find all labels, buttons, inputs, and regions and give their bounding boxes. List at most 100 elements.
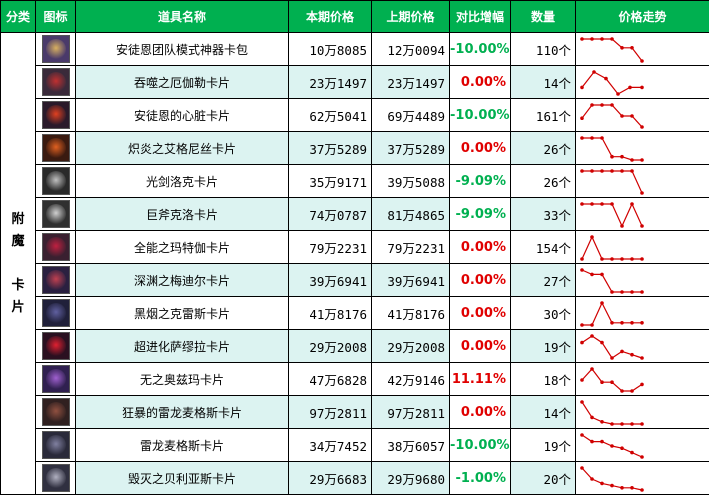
trend-sparkline bbox=[580, 102, 644, 129]
trend-cell bbox=[575, 32, 709, 66]
current-price: 79万2231 bbox=[288, 230, 372, 264]
trend-point bbox=[590, 201, 594, 206]
trend-point bbox=[610, 256, 614, 261]
trend-cell bbox=[575, 98, 709, 132]
table-row: 深渊之梅迪尔卡片 39万6941 39万6941 0.00% 27个 bbox=[1, 263, 709, 297]
card-icon bbox=[41, 200, 70, 228]
trend-point bbox=[600, 419, 604, 424]
category-cell: 附 魔 卡 片 bbox=[0, 32, 36, 495]
trend-point bbox=[630, 113, 634, 118]
trend-point bbox=[592, 69, 596, 74]
trend-point bbox=[600, 340, 604, 344]
previous-price: 23万1497 bbox=[371, 65, 450, 99]
trend-cell bbox=[575, 329, 709, 363]
table-row: 光剑洛克卡片 35万9171 39万5088 -9.09% 26个 bbox=[1, 164, 709, 198]
trend-line bbox=[582, 37, 643, 61]
current-price: 29万6683 bbox=[288, 461, 372, 495]
trend-point bbox=[640, 320, 644, 325]
current-price: 74万0787 bbox=[288, 197, 372, 231]
trend-point bbox=[630, 157, 634, 162]
quantity: 154个 bbox=[510, 230, 576, 264]
trend-point bbox=[620, 45, 624, 50]
trend-line bbox=[582, 202, 643, 227]
trend-sparkline bbox=[580, 168, 644, 195]
trend-point bbox=[630, 168, 634, 173]
table-row: 黑烟之克雷斯卡片 41万8176 41万8176 0.00% 30个 bbox=[1, 296, 709, 330]
previous-price: 42万9146 bbox=[371, 362, 450, 396]
trend-sparkline bbox=[580, 432, 644, 459]
price-change: 0.00% bbox=[449, 230, 511, 264]
price-change: 0.00% bbox=[449, 395, 511, 429]
trend-point bbox=[620, 113, 624, 118]
trend-point bbox=[640, 454, 644, 459]
previous-price: 37万5289 bbox=[371, 131, 450, 165]
item-name: 雷龙麦格斯卡片 bbox=[75, 428, 289, 462]
trend-line bbox=[581, 401, 642, 425]
trend-sparkline bbox=[580, 69, 644, 96]
current-price: 23万1497 bbox=[288, 65, 372, 99]
trend-sparkline bbox=[580, 465, 644, 492]
trend-point bbox=[640, 289, 644, 294]
quantity: 27个 bbox=[510, 263, 576, 297]
price-change: -9.09% bbox=[449, 197, 511, 231]
trend-cell bbox=[575, 263, 709, 297]
trend-line bbox=[581, 367, 643, 392]
header-category: 分类 bbox=[0, 0, 36, 33]
trend-point bbox=[600, 300, 604, 305]
trend-point bbox=[630, 450, 634, 454]
current-price: 39万6941 bbox=[288, 263, 372, 297]
price-change: 0.00% bbox=[449, 296, 511, 330]
header-previous-price: 上期价格 bbox=[371, 0, 450, 33]
previous-price: 29万9680 bbox=[371, 461, 450, 495]
trend-point bbox=[628, 85, 632, 89]
current-price: 29万2008 bbox=[288, 329, 372, 363]
item-name: 全能之玛特伽卡片 bbox=[75, 230, 289, 264]
table-row: 安徒恩的心脏卡片 62万5041 69万4489 -10.00% 161个 bbox=[1, 98, 709, 132]
trend-point bbox=[620, 289, 624, 294]
card-icon bbox=[41, 299, 70, 327]
trend-point bbox=[590, 333, 594, 338]
trend-point bbox=[630, 388, 634, 393]
trend-point bbox=[590, 366, 594, 371]
trend-point bbox=[590, 439, 594, 443]
trend-point bbox=[620, 168, 624, 173]
previous-price: 97万2811 bbox=[371, 395, 450, 429]
price-change: -1.00% bbox=[449, 461, 511, 495]
previous-price: 38万6057 bbox=[371, 428, 450, 462]
price-change: -9.09% bbox=[449, 164, 511, 198]
current-price: 97万2811 bbox=[288, 395, 372, 429]
trend-sparkline bbox=[580, 201, 644, 228]
trend-point bbox=[580, 432, 584, 437]
trend-point bbox=[620, 223, 624, 228]
trend-cell bbox=[575, 164, 709, 198]
current-price: 37万5289 bbox=[288, 131, 372, 165]
trend-point bbox=[580, 340, 584, 344]
trend-cell bbox=[575, 395, 709, 429]
card-icon bbox=[41, 134, 70, 162]
trend-point bbox=[630, 320, 634, 325]
trend-point bbox=[580, 135, 584, 140]
trend-point bbox=[580, 399, 584, 404]
trend-point bbox=[600, 102, 604, 107]
trend-point bbox=[640, 223, 644, 228]
header-trend: 价格走势 bbox=[575, 0, 709, 33]
quantity: 20个 bbox=[510, 461, 576, 495]
trend-point bbox=[620, 445, 624, 450]
trend-point bbox=[610, 154, 614, 158]
price-change: 11.11% bbox=[449, 362, 511, 396]
trend-point bbox=[590, 36, 594, 41]
trend-point bbox=[600, 135, 604, 140]
trend-sparkline bbox=[580, 399, 644, 426]
trend-point bbox=[620, 349, 624, 353]
trend-sparkline bbox=[580, 333, 644, 360]
trend-point bbox=[610, 379, 614, 384]
trend-point bbox=[620, 421, 624, 426]
trend-point bbox=[620, 154, 624, 158]
price-change: 0.00% bbox=[449, 263, 511, 297]
trend-point bbox=[600, 439, 604, 443]
trend-point bbox=[590, 102, 594, 107]
trend-point bbox=[580, 36, 584, 41]
current-price: 35万9171 bbox=[288, 164, 372, 198]
trend-point bbox=[610, 289, 614, 294]
table-row: 炽炎之艾格尼丝卡片 37万5289 37万5289 0.00% 26个 bbox=[1, 131, 709, 165]
